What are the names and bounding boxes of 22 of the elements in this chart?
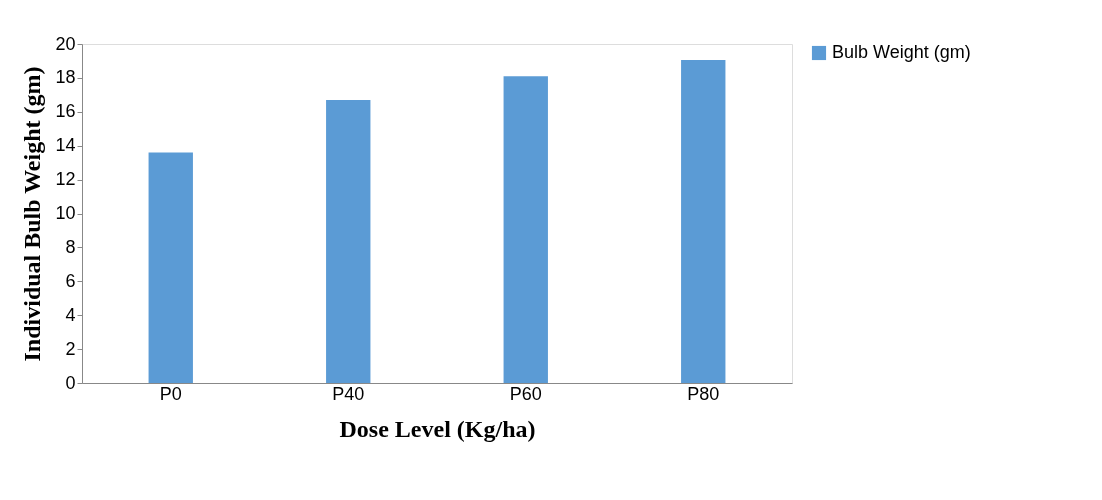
bar xyxy=(326,99,371,383)
bar xyxy=(681,60,726,383)
y-tick-label: 16 xyxy=(55,101,76,122)
y-tick-label: 8 xyxy=(65,236,76,257)
x-tick-label: P80 xyxy=(687,383,720,404)
x-tick-label: P0 xyxy=(159,383,182,404)
x-tick-label: P40 xyxy=(332,383,365,404)
y-tick-label: 12 xyxy=(55,169,76,190)
x-axis-title: Dose Level (Kg/ha) xyxy=(339,415,536,442)
y-tick-label: 4 xyxy=(65,304,76,325)
y-tick-label: 0 xyxy=(65,372,76,393)
legend-label: Bulb Weight (gm) xyxy=(832,42,971,62)
y-tick-label: 18 xyxy=(55,67,76,88)
y-tick-label: 6 xyxy=(65,270,76,291)
x-tick-label: P60 xyxy=(509,383,542,404)
y-tick-label: 20 xyxy=(55,33,76,54)
bar xyxy=(148,152,193,383)
y-axis-title: Individual Bulb Weight (gm) xyxy=(19,66,46,362)
y-tick-label: 10 xyxy=(55,203,76,223)
y-tick-label: 14 xyxy=(55,135,76,156)
bar xyxy=(503,76,548,383)
y-tick-label: 2 xyxy=(65,338,76,359)
